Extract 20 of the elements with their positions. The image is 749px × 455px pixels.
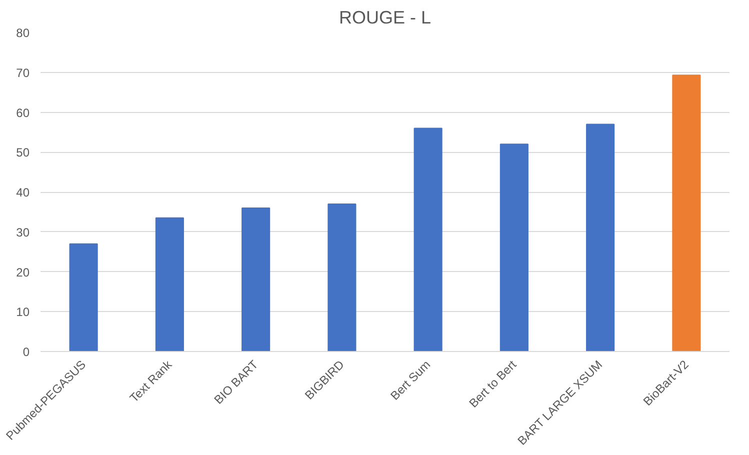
bar [328, 203, 356, 352]
x-tick-label: Bert Sum [388, 358, 434, 403]
y-tick-label: 80 [16, 26, 30, 40]
y-tick-label: 0 [22, 345, 30, 359]
chart-title: ROUGE - L [338, 8, 432, 28]
y-tick-label: 70 [16, 66, 30, 80]
bar [155, 217, 184, 352]
bar [69, 243, 98, 352]
bar [242, 207, 270, 352]
bar [500, 144, 528, 352]
y-tick-label: 20 [16, 265, 30, 280]
y-tick-label: 60 [16, 106, 30, 120]
y-tick-label: 30 [16, 225, 30, 240]
bar [672, 74, 701, 352]
y-tick-label: 10 [16, 305, 30, 320]
y-tick-label: 40 [16, 186, 30, 200]
bar [586, 124, 615, 352]
bar [414, 128, 442, 352]
x-tick-label: Bert to Bert [466, 357, 520, 410]
y-tick-label: 50 [16, 146, 30, 160]
